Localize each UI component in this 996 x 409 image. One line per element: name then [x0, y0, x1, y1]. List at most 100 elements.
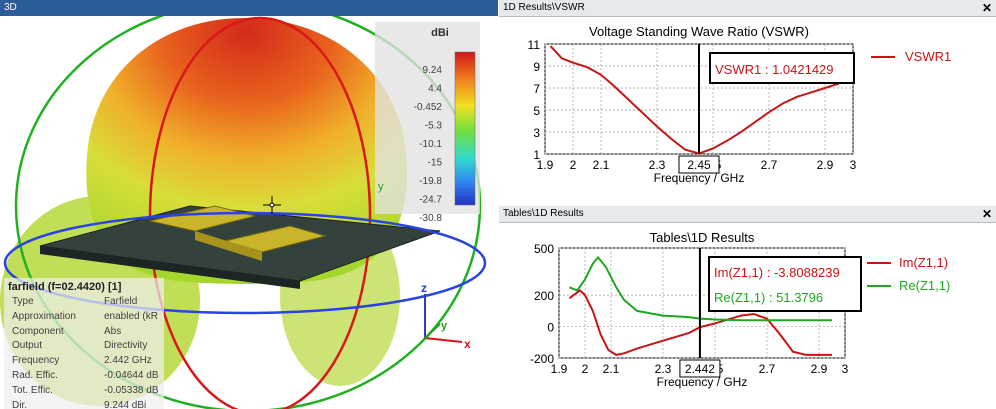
axis-z-label: z [421, 281, 427, 295]
x-axis-label: Frequency / GHz [657, 375, 748, 389]
info-key: Dir. [12, 399, 27, 409]
marker-value-label: 2.45 [687, 158, 711, 172]
readout-re: Re(Z1,1) : 51.3796 [714, 290, 823, 305]
y-tick-label: 9 [533, 60, 540, 74]
x-tick-label: 3 [842, 362, 849, 376]
info-value: Abs [104, 325, 122, 337]
farfield-info-panel: farfield (f=02.4420) [1] Type Farfield App… [4, 278, 164, 409]
info-key: Frequency [12, 355, 60, 367]
info-rows: Type Farfield Approximation enabled (kR Comp… [4, 295, 164, 409]
y-tick-label: 0 [547, 321, 554, 335]
y-tick-label: 5 [533, 104, 540, 118]
3d-view[interactable]: dBi 9.24 4.4 -0.452 -5.3 -10.1 -15 -19.8 -24.7 -… [0, 0, 498, 409]
readout-vswr: VSWR1 : 1.0421429 [715, 62, 834, 77]
x-tick-label: 2 [570, 158, 577, 172]
x-tick-label: 2.7 [761, 158, 778, 172]
vswr-window-title: 1D Results\VSWR [503, 2, 585, 13]
y-tick-label: 200 [534, 289, 554, 303]
x-axis-label: Frequency / GHz [654, 171, 745, 185]
colorbar-unit: dBi [431, 27, 449, 39]
info-row: Frequency 2.442 GHz [4, 354, 164, 369]
x-tick-label: 2.7 [759, 362, 776, 376]
y-tick-label: 3 [533, 126, 540, 140]
tables-pane[interactable]: Tables\1D Results ✕ Tables\1D Results 1.9… [499, 206, 996, 409]
axis-y-label-far: y [378, 181, 384, 193]
info-row: Approximation enabled (kR [4, 310, 164, 325]
chart-title: Tables\1D Results [650, 230, 755, 245]
info-value: 9.244 dBi [104, 399, 147, 409]
legend-label: VSWR1 [905, 49, 951, 64]
readout-im: Im(Z1,1) : -3.8088239 [714, 265, 840, 280]
marker-value-box [678, 155, 720, 174]
info-row: Rad. Effic. -0.04644 dB [4, 369, 164, 384]
info-value: enabled (kR [104, 310, 158, 322]
info-key: Component [12, 325, 64, 337]
vswr-pane[interactable]: 1D Results\VSWR ✕ Voltage Standing Wave … [499, 0, 996, 204]
info-value: -0.04644 dB [104, 369, 159, 381]
colorbar-tick-label: 4.4 [428, 84, 442, 95]
axes-triad: z x y y [378, 181, 471, 351]
colorbar-tick-label: -5.3 [425, 121, 443, 132]
move-cursor-icon [263, 196, 281, 214]
feed-line [195, 231, 262, 261]
x-tick-label: 2.1 [593, 158, 610, 172]
axis-x-label: x [464, 337, 471, 351]
tables-chart[interactable]: Tables\1D Results1.922.12.32.52.72.93500… [499, 222, 996, 409]
colorbar-tick-label: -0.452 [414, 102, 443, 113]
x-tick-label: 1.9 [551, 362, 568, 376]
info-row: Output Directivity [4, 339, 164, 354]
colorbar-tick-label: -30.8 [419, 213, 442, 224]
vswr-chart[interactable]: Voltage Standing Wave Ratio (VSWR) 1.9 2 2.… [499, 16, 996, 204]
close-vswr-button[interactable]: ✕ [981, 1, 992, 15]
colorbar-tick-label: -19.8 [419, 176, 442, 187]
legend-label-re: Re(Z1,1) [899, 278, 950, 293]
tables-window-title: Tables\1D Results [503, 208, 584, 219]
y-tick-label: 7 [533, 82, 540, 96]
info-key: Approximation [12, 310, 76, 322]
info-row: Dir. 9.244 dBi [4, 399, 164, 409]
info-value: 2.442 GHz [104, 355, 152, 367]
colorbar-tick-label: 9.24 [423, 65, 443, 76]
series-line [568, 289, 832, 356]
pane-title-3d: 3D [0, 0, 498, 16]
farfield-pattern-graphic: dBi 9.24 4.4 -0.452 -5.3 -10.1 -15 -19.8 -24.7 -… [0, 0, 487, 409]
colorbar-tick-label: -15 [428, 158, 443, 169]
y-tick-label: -200 [530, 352, 554, 366]
readout-box [708, 256, 862, 312]
pane-title-vswr: 1D Results\VSWR ✕ [499, 0, 996, 17]
close-tables-button[interactable]: ✕ [981, 207, 992, 221]
axis-y-label: y [441, 320, 448, 332]
y-tick-label: 500 [534, 242, 554, 256]
info-value: Directivity [104, 340, 148, 352]
marker-value-box [679, 359, 721, 378]
info-row: Component Abs [4, 325, 164, 340]
colorbar-ticks: 9.24 4.4 -0.452 -5.3 -10.1 -15 -19.8 -24.7 -30.8 [414, 65, 443, 224]
marker-value-label: 2.442 [685, 362, 715, 376]
y-tick-label: 11 [528, 38, 541, 52]
farfield-3d-pane[interactable]: 3D [0, 0, 498, 409]
x-tick-label: 2.9 [817, 158, 834, 172]
info-title: farfield (f=02.4420) [1] [8, 281, 122, 293]
info-row: Tot. Effic. -0.05338 dB [4, 384, 164, 399]
info-key: Rad. Effic. [12, 369, 58, 381]
x-tick-label: 3 [850, 158, 857, 172]
info-key: Tot. Effic. [12, 384, 53, 396]
info-key: Type [12, 296, 34, 307]
x-tick-label: 2.1 [603, 362, 620, 376]
info-key: Output [12, 340, 43, 352]
colorbar [454, 51, 476, 206]
pane-title-tables: Tables\1D Results ✕ [499, 206, 996, 223]
x-tick-label: 2.3 [649, 158, 666, 172]
chart-title: Voltage Standing Wave Ratio (VSWR) [589, 24, 809, 39]
legend-label-im: Im(Z1,1) [899, 255, 948, 270]
x-tick-label: 1.9 [537, 158, 554, 172]
info-value: -0.05338 dB [104, 384, 159, 396]
colorbar-tick-label: -24.7 [419, 195, 442, 206]
substrate-edge [40, 246, 300, 289]
x-tick-label: 2 [582, 362, 589, 376]
series-line [549, 45, 840, 155]
colorbar-tick-label: -10.1 [419, 139, 442, 150]
readout-box [709, 52, 855, 84]
horizon-circle [3, 211, 487, 315]
x-tick-label: 2.3 [655, 362, 672, 376]
